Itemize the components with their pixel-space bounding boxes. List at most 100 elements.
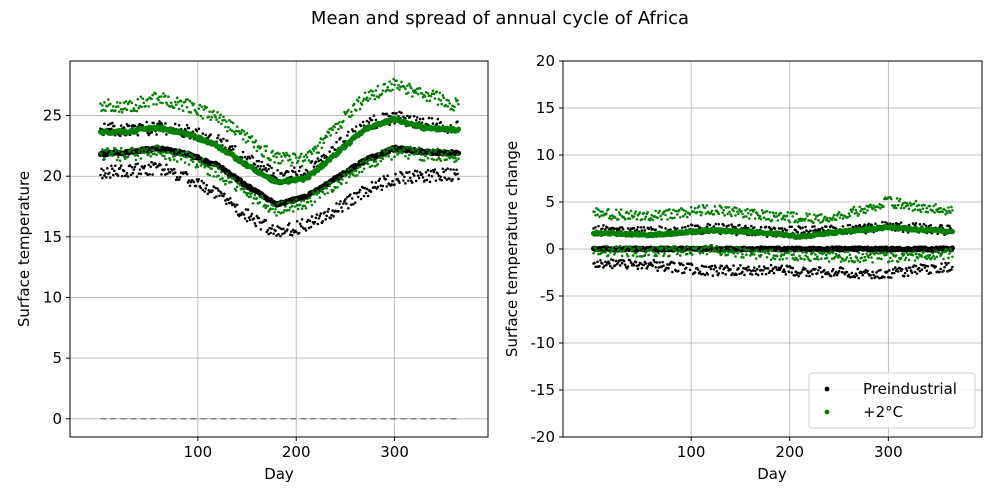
- data-point: [370, 180, 374, 184]
- data-point: [150, 97, 153, 101]
- data-point: [745, 253, 748, 256]
- data-point: [290, 161, 294, 164]
- data-point: [228, 201, 231, 205]
- data-point: [876, 275, 879, 279]
- data-point: [253, 163, 257, 166]
- data-point: [769, 263, 773, 267]
- data-point: [848, 253, 852, 257]
- data-point: [812, 221, 815, 225]
- data-point: [682, 209, 686, 212]
- data-point: [180, 104, 184, 108]
- legend-label-plus2c: +2°C: [863, 403, 903, 421]
- data-point: [789, 249, 793, 253]
- data-point: [693, 271, 697, 274]
- data-point: [830, 257, 834, 261]
- data-point: [206, 172, 209, 176]
- data-point: [730, 214, 733, 218]
- data-point: [707, 245, 711, 249]
- data-point: [398, 110, 401, 114]
- data-point: [424, 154, 428, 158]
- data-point: [741, 212, 744, 216]
- data-point: [653, 260, 656, 264]
- data-point: [434, 179, 438, 182]
- data-point: [791, 215, 795, 218]
- data-point: [915, 204, 919, 208]
- data-point: [749, 272, 752, 276]
- data-point: [752, 226, 756, 229]
- data-point: [776, 268, 780, 272]
- data-point: [414, 147, 418, 151]
- data-point: [429, 169, 433, 173]
- data-point: [336, 122, 339, 125]
- data-point: [457, 102, 460, 106]
- data-point: [149, 165, 152, 168]
- data-point: [892, 271, 896, 275]
- data-point: [154, 162, 157, 166]
- right-series-3-mean: [590, 224, 956, 240]
- data-point: [326, 210, 329, 213]
- data-point: [609, 264, 612, 268]
- data-point: [941, 251, 944, 254]
- data-point: [731, 249, 734, 253]
- data-point: [396, 86, 399, 90]
- right-ytick-label: -15: [531, 381, 556, 399]
- data-point: [656, 269, 659, 272]
- data-point: [337, 127, 340, 131]
- data-point: [300, 218, 304, 221]
- data-point: [274, 207, 277, 211]
- data-point: [811, 272, 814, 276]
- data-point: [801, 226, 804, 230]
- data-point: [408, 82, 411, 86]
- data-point: [244, 208, 248, 211]
- data-point: [439, 175, 443, 179]
- data-point: [886, 222, 889, 225]
- data-point: [813, 213, 816, 217]
- data-point: [429, 149, 433, 152]
- data-point: [783, 218, 787, 221]
- left-plot-frame: [69, 60, 489, 438]
- data-point: [342, 119, 345, 123]
- data-point: [130, 165, 134, 169]
- data-point: [325, 187, 329, 190]
- data-point: [869, 273, 872, 277]
- data-point: [314, 216, 318, 220]
- data-point: [426, 168, 430, 172]
- data-point: [382, 175, 386, 178]
- data-point: [879, 251, 882, 255]
- data-point: [303, 227, 307, 230]
- data-point: [918, 222, 922, 226]
- data-point: [867, 222, 870, 226]
- data-point: [356, 99, 360, 103]
- data-point: [341, 210, 344, 213]
- data-point: [659, 214, 662, 218]
- data-point: [613, 251, 617, 254]
- data-point: [850, 271, 854, 275]
- data-point: [226, 139, 229, 142]
- data-point: [317, 217, 321, 220]
- left-series-2-lower: [99, 160, 460, 238]
- data-point: [232, 177, 236, 181]
- data-point: [671, 216, 674, 220]
- data-point: [374, 118, 378, 122]
- data-point: [744, 224, 747, 228]
- data-point: [737, 250, 740, 253]
- data-point: [875, 271, 878, 274]
- data-point: [209, 118, 212, 122]
- data-point: [870, 223, 873, 227]
- data-point: [318, 214, 322, 218]
- data-point: [238, 183, 242, 187]
- data-point: [599, 259, 602, 262]
- data-point: [377, 152, 381, 156]
- data-point: [864, 268, 867, 272]
- data-point: [304, 153, 308, 157]
- data-point: [451, 104, 454, 108]
- right-points: [590, 195, 956, 280]
- data-point: [122, 169, 126, 173]
- data-point: [264, 149, 268, 153]
- data-point: [890, 197, 893, 201]
- data-point: [312, 193, 316, 196]
- data-point: [783, 270, 787, 273]
- data-point: [275, 234, 278, 237]
- data-point: [760, 209, 764, 212]
- data-point: [846, 215, 850, 219]
